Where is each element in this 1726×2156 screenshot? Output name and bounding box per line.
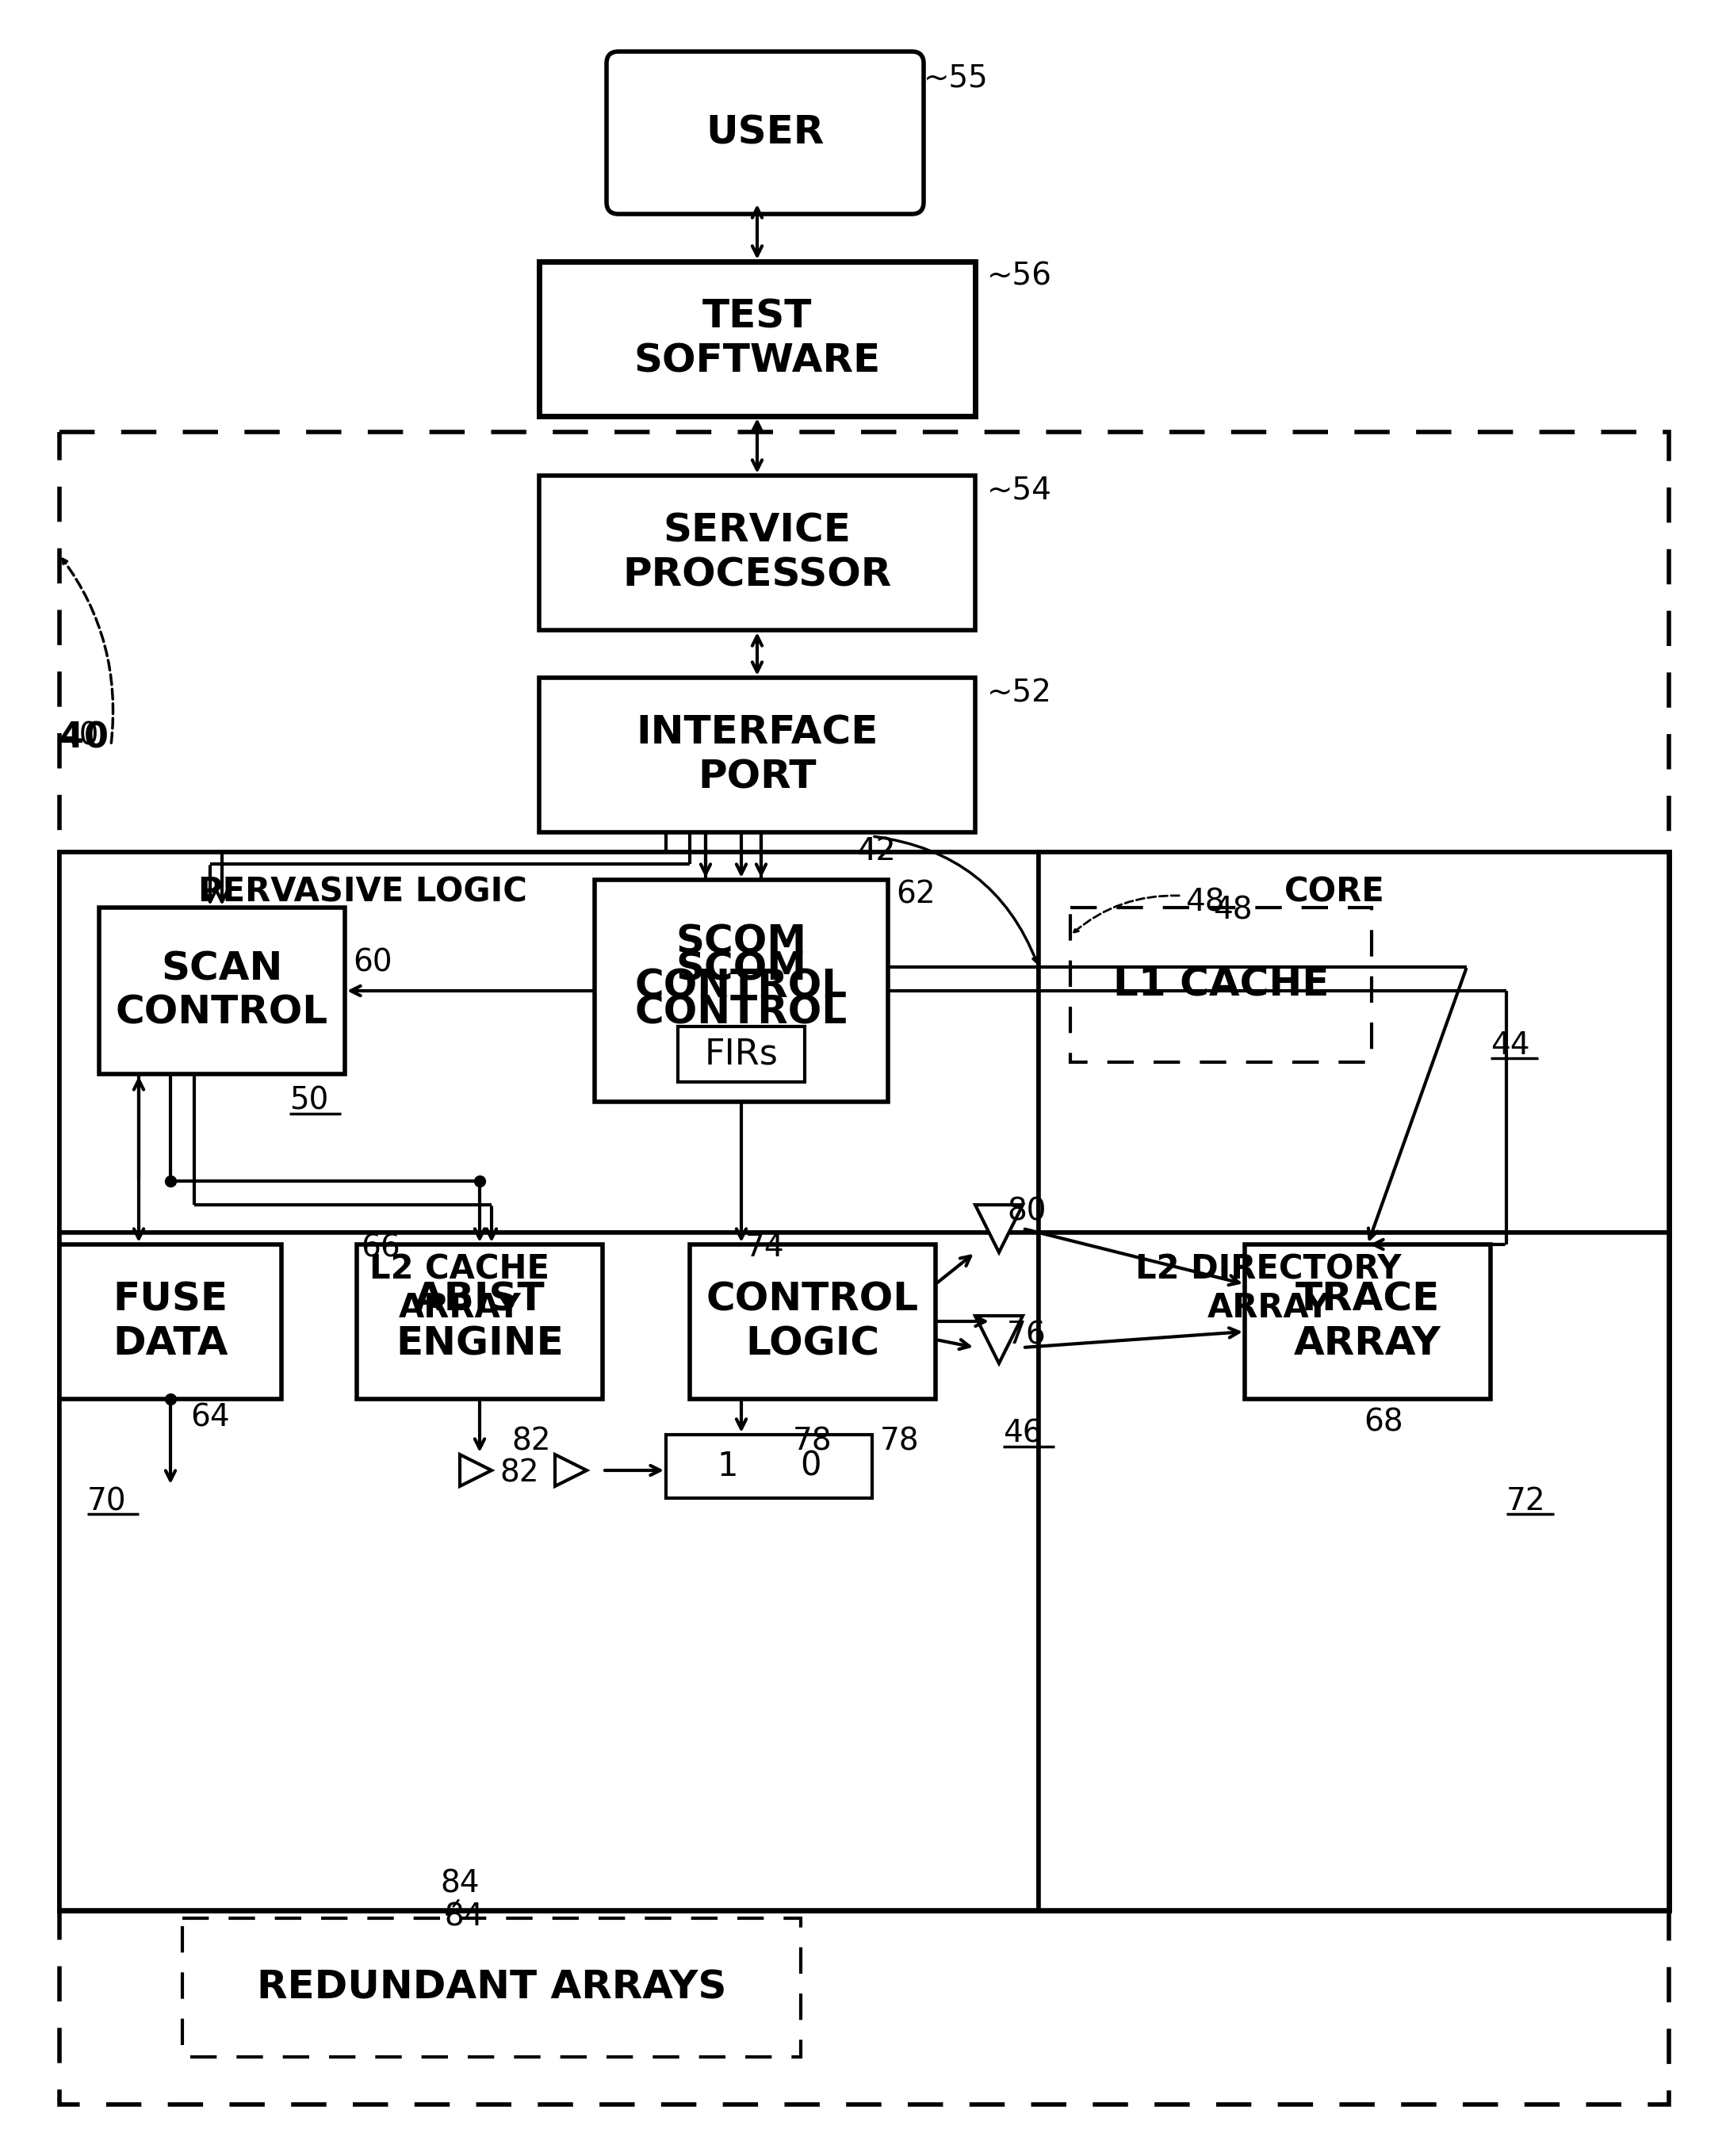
Bar [59,1244,281,1399]
Text: SCAN
CONTROL: SCAN CONTROL [116,951,328,1033]
Bar [1070,908,1372,1063]
Text: 68: 68 [1364,1408,1403,1438]
Text: ABIST
ENGINE: ABIST ENGINE [395,1281,564,1363]
Text: 80: 80 [1006,1197,1046,1227]
Text: 48: 48 [1186,888,1224,918]
Text: 42: 42 [856,837,896,867]
Polygon shape [975,1315,1024,1363]
Bar [678,1026,804,1082]
Text: 84: 84 [444,1902,483,1932]
Text: REDUNDANT ARRAYS: REDUNDANT ARRAYS [257,1968,727,2007]
Text: 50: 50 [290,1087,328,1117]
Bar [1039,1233,1669,1910]
Text: 44: 44 [1491,1031,1529,1061]
Bar [98,908,345,1074]
Text: 40: 40 [59,722,109,755]
Bar [59,1233,1039,1910]
Bar [539,261,975,416]
Bar [1244,1244,1491,1399]
Text: FIRs: FIRs [704,1037,778,1072]
Text: ~52: ~52 [987,677,1051,707]
Text: ~55: ~55 [923,63,989,93]
Bar [59,852,1669,1910]
Polygon shape [556,1455,587,1485]
Text: USER: USER [706,114,825,151]
FancyBboxPatch shape [606,52,923,213]
Text: 74: 74 [746,1233,785,1263]
Text: 1: 1 [718,1449,739,1483]
Bar [59,852,1039,1233]
Text: 66: 66 [361,1233,400,1263]
Text: FUSE
DATA: FUSE DATA [112,1281,228,1363]
Text: 0: 0 [799,1449,822,1483]
Polygon shape [459,1455,492,1485]
Bar [690,1244,935,1399]
Bar [666,1434,872,1498]
Bar [595,880,887,1102]
Text: 78: 78 [880,1427,920,1457]
Bar [539,677,975,832]
Text: L1 CACHE: L1 CACHE [1113,966,1329,1005]
Text: 46: 46 [1003,1419,1043,1449]
Text: 70: 70 [88,1485,126,1516]
Bar [1039,852,1669,1233]
Text: TEST
SOFTWARE: TEST SOFTWARE [633,298,880,379]
Text: ~56: ~56 [987,261,1053,291]
Text: SCOM
CONTROL: SCOM CONTROL [635,923,847,1005]
Text: 82: 82 [499,1457,539,1488]
Text: ~54: ~54 [987,476,1051,507]
Polygon shape [975,1205,1024,1253]
Text: 64: 64 [190,1404,230,1434]
Text: 60: 60 [352,946,392,977]
Bar [357,1244,602,1399]
Text: 72: 72 [1507,1485,1546,1516]
Text: L2 DIRECTORY
ARRAY: L2 DIRECTORY ARRAY [1136,1253,1402,1324]
Bar [539,476,975,630]
Text: CONTROL
LOGIC: CONTROL LOGIC [706,1281,918,1363]
Text: 78: 78 [792,1427,832,1457]
Text: PERVASIVE LOGIC: PERVASIVE LOGIC [198,875,526,910]
Text: CORE: CORE [1284,875,1384,910]
Text: 42: 42 [856,837,896,867]
Text: 82: 82 [511,1427,551,1457]
Text: L2 CACHE
ARRAY: L2 CACHE ARRAY [369,1253,551,1324]
Text: 48: 48 [1213,895,1253,925]
Bar [183,1919,801,2057]
Text: 76: 76 [1006,1319,1046,1350]
Text: SERVICE
PROCESSOR: SERVICE PROCESSOR [623,511,892,593]
Text: 62: 62 [896,880,935,910]
Text: INTERFACE
PORT: INTERFACE PORT [637,714,879,796]
Bar [59,431,1669,2104]
Text: TRACE
ARRAY: TRACE ARRAY [1294,1281,1441,1363]
Text: 40: 40 [59,722,98,752]
Text: 84: 84 [440,1869,480,1899]
Text: SCOM
CONTROL: SCOM CONTROL [635,951,847,1033]
